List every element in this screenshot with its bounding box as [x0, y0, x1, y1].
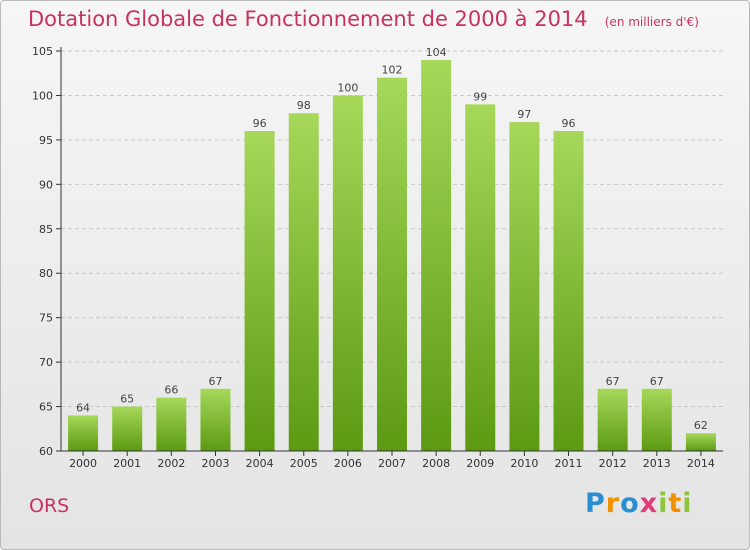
brand-letter: o [620, 488, 640, 519]
data-label: 65 [120, 393, 134, 406]
brand-letter: i [658, 488, 669, 519]
x-tick-label: 2005 [290, 457, 318, 470]
data-label: 102 [382, 64, 403, 77]
y-tick-label: 105 [32, 45, 53, 58]
data-label: 99 [473, 90, 487, 103]
x-tick-label: 2004 [246, 457, 274, 470]
brand-letter: P [585, 488, 606, 519]
y-tick-label: 90 [39, 178, 53, 191]
bar [597, 388, 628, 451]
x-tick-label: 2010 [510, 457, 538, 470]
data-label: 67 [606, 375, 620, 388]
x-tick-label: 2011 [555, 457, 583, 470]
bar [377, 77, 407, 452]
bar [332, 95, 363, 451]
brand-letter: r [605, 488, 621, 519]
data-label: 64 [76, 401, 90, 414]
x-tick-label: 2009 [466, 457, 494, 470]
x-tick-label: 2007 [378, 457, 406, 470]
bar [112, 406, 143, 451]
x-tick-label: 2002 [157, 457, 185, 470]
chart-subtitle: (en milliers d'€) [604, 15, 699, 29]
chart-title: Dotation Globale de Fonctionnement de 20… [28, 7, 588, 31]
bar [156, 397, 187, 451]
proxiti-logo: Proxiti [585, 488, 693, 519]
y-tick-label: 85 [39, 223, 53, 236]
bar [200, 388, 231, 451]
brand-letter: i [682, 488, 693, 519]
x-tick-label: 2000 [69, 457, 97, 470]
x-tick-label: 2001 [113, 457, 141, 470]
data-label: 98 [297, 99, 311, 112]
x-tick-label: 2006 [334, 457, 362, 470]
data-label: 96 [253, 117, 267, 130]
data-label: 67 [208, 375, 222, 388]
y-tick-label: 70 [39, 356, 53, 369]
y-tick-label: 80 [39, 267, 53, 280]
bar [465, 104, 496, 451]
x-tick-label: 2008 [422, 457, 450, 470]
brand-letter: t [668, 488, 683, 519]
y-tick-label: 100 [32, 89, 53, 102]
data-label: 104 [426, 46, 447, 59]
data-label: 67 [650, 375, 664, 388]
bar [509, 122, 540, 451]
bar [641, 388, 672, 451]
x-tick-label: 2012 [599, 457, 627, 470]
data-label: 62 [694, 419, 708, 432]
bar [288, 113, 319, 451]
bar [553, 131, 584, 451]
bar [685, 433, 716, 451]
data-label: 96 [562, 117, 576, 130]
brand-letter: x [639, 488, 659, 519]
data-label: 66 [164, 384, 178, 397]
commune-name: ORS [29, 495, 70, 517]
data-label: 100 [337, 81, 358, 94]
y-tick-label: 60 [39, 445, 53, 458]
x-tick-label: 2013 [643, 457, 671, 470]
data-label: 97 [517, 108, 531, 121]
bar [244, 131, 275, 451]
bar [421, 59, 452, 452]
x-tick-label: 2014 [687, 457, 715, 470]
bar [68, 415, 99, 451]
title-row: Dotation Globale de Fonctionnement de 20… [28, 7, 699, 31]
y-tick-label: 75 [39, 312, 53, 325]
y-tick-label: 65 [39, 401, 53, 414]
y-tick-label: 95 [39, 134, 53, 147]
x-tick-label: 2003 [201, 457, 229, 470]
